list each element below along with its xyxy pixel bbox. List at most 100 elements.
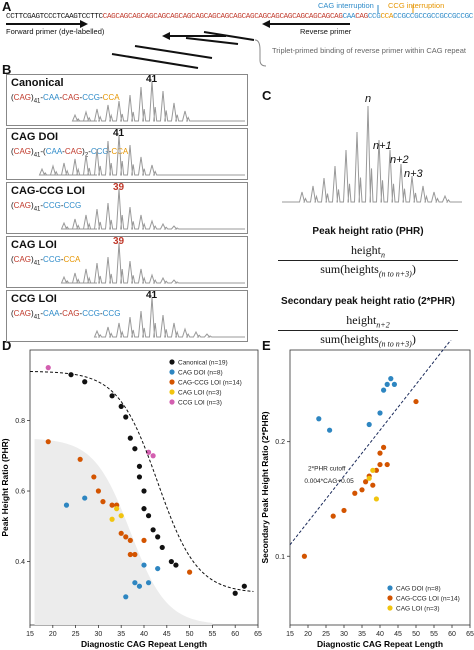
data-point bbox=[381, 444, 387, 450]
x-tick-label: 55 bbox=[430, 631, 438, 638]
data-point bbox=[241, 583, 247, 589]
peak-n1-label: n+1 bbox=[373, 140, 392, 152]
data-point bbox=[100, 499, 106, 505]
legend-marker bbox=[169, 389, 175, 395]
trace-line bbox=[71, 80, 245, 122]
formula-part: - bbox=[88, 147, 91, 156]
legend-marker bbox=[169, 369, 175, 375]
formula-part: - bbox=[40, 93, 44, 102]
peak-n2-label: n+2 bbox=[390, 154, 409, 166]
data-point bbox=[82, 495, 88, 501]
formula-part: CCG bbox=[43, 255, 61, 264]
trace-panel-3: CAG LOI (CAG)41-CCG-CCA 39 bbox=[6, 236, 248, 288]
seq-ccg-tail: CCGCCGCCGCCGCCGCCGC bbox=[393, 13, 474, 21]
peak-label: 39 bbox=[113, 182, 125, 193]
trace-svg bbox=[38, 134, 245, 176]
x-tick-label: 50 bbox=[186, 631, 194, 638]
trace-title: CCG LOI bbox=[11, 293, 57, 305]
x-tick-label: 55 bbox=[209, 631, 217, 638]
cutoff-label: 2*PHR cutoff bbox=[308, 465, 346, 472]
x-tick-label: 20 bbox=[304, 631, 312, 638]
panel-label-c: C bbox=[262, 88, 272, 103]
formula-part: - bbox=[59, 309, 63, 318]
phr2-denominator: sum(heights bbox=[320, 332, 379, 347]
trace-line bbox=[60, 188, 245, 230]
primer-diagram bbox=[6, 5, 414, 69]
data-point bbox=[141, 562, 147, 568]
formula-part: - bbox=[59, 93, 63, 102]
panel-label-d: D bbox=[2, 338, 12, 353]
formula-part: CAG bbox=[13, 201, 32, 210]
legend-marker bbox=[169, 379, 175, 385]
seq-caa: CAA bbox=[342, 13, 356, 21]
formula-part: 41 bbox=[33, 98, 41, 105]
cag-interruption-label: CAG interruption bbox=[318, 1, 374, 10]
forward-primer-arrow bbox=[80, 20, 88, 28]
data-point bbox=[159, 544, 165, 551]
chart-d: 15 20 25 30 35 40 45 50 55 60 65 0.4 0.6 0.8 Diagnosti… bbox=[0, 349, 262, 649]
data-point bbox=[168, 558, 174, 565]
chart-e: 15 20 25 30 35 40 45 50 55 60 65 0.1 0.2 Diagnostic C… bbox=[262, 340, 474, 649]
triplet-primer-5 bbox=[111, 53, 199, 69]
data-point bbox=[366, 421, 372, 428]
formula-part: - bbox=[79, 309, 83, 318]
formula-part: - bbox=[60, 201, 64, 210]
x-tick-label: 45 bbox=[163, 631, 171, 638]
phr-numerator-sub: n bbox=[381, 250, 385, 260]
formula-part: - bbox=[40, 201, 44, 210]
data-point bbox=[109, 516, 115, 522]
trace-panel-0: Canonical (CAG)41-CAA-CAG-CCG-CCA 41 bbox=[6, 74, 248, 126]
data-point bbox=[68, 372, 74, 378]
data-point bbox=[82, 379, 88, 385]
data-point bbox=[384, 381, 390, 387]
trace-title: CAG LOI bbox=[11, 239, 57, 251]
triplet-bracket bbox=[254, 39, 267, 67]
cutoff-line bbox=[289, 340, 452, 546]
data-point bbox=[413, 398, 419, 405]
sigmoid-fit-curve bbox=[29, 371, 254, 593]
triplet-primer-4 bbox=[134, 45, 213, 59]
x-tick-label: 65 bbox=[254, 631, 262, 638]
peak-n3-label: n+3 bbox=[404, 168, 423, 180]
triplet-primer-2 bbox=[185, 37, 239, 45]
data-point bbox=[136, 463, 143, 469]
formula-part: - bbox=[60, 255, 64, 264]
seq-ccg: CCG bbox=[367, 13, 381, 21]
trace-panel-2: CAG-CCG LOI (CAG)41-CCG-CCG 39 bbox=[6, 182, 248, 234]
x-tick-label: 15 bbox=[286, 631, 294, 638]
phr-formula: heightn sum(heights(n to n+3)) bbox=[268, 241, 468, 281]
phr2-box: Secondary peak height ratio (2*PHR) heig… bbox=[268, 292, 468, 358]
data-point bbox=[63, 502, 70, 508]
formula-part: 41 bbox=[33, 206, 41, 213]
data-point bbox=[359, 487, 365, 493]
formula-part: ( bbox=[11, 255, 14, 264]
formula-part: ) bbox=[31, 255, 34, 264]
phr2-numerator-sub: n+2 bbox=[376, 320, 390, 330]
data-point bbox=[145, 580, 152, 586]
formula-part: CAA bbox=[43, 309, 60, 318]
data-point bbox=[301, 553, 307, 559]
formula-part: CAG bbox=[13, 147, 32, 156]
phr-denominator-close: ) bbox=[411, 262, 416, 277]
trace-formula: (CAG)41-CCG-CCG bbox=[11, 201, 81, 213]
legend-marker bbox=[387, 585, 393, 591]
y-tick-label: 0.2 bbox=[275, 439, 285, 446]
data-point bbox=[114, 506, 120, 512]
trace-panel-1: CAG DOI (CAG)41-(CAA-CAG)2-CCG-CCA 41 bbox=[6, 128, 248, 180]
x-axis-label: Diagnostic CAG Repeat Length bbox=[317, 639, 443, 649]
formula-part: CCG bbox=[90, 147, 109, 156]
trace-formula: (CAG)41-CCG-CCA bbox=[11, 255, 80, 267]
formula-part: CAG bbox=[64, 147, 83, 156]
triplet-primer-1 bbox=[203, 31, 255, 41]
legend-marker bbox=[169, 359, 175, 365]
peak-label: 41 bbox=[113, 128, 125, 139]
phr2-denominator-sub: (n to n+3) bbox=[378, 339, 412, 349]
y-tick-label: 0.6 bbox=[15, 489, 25, 496]
data-point bbox=[373, 467, 379, 473]
panel-c-trace-line bbox=[282, 105, 462, 203]
legend-label: CAG LOI (n=3) bbox=[178, 390, 222, 397]
x-tick-label: 40 bbox=[376, 631, 384, 638]
x-tick-label: 20 bbox=[49, 631, 57, 638]
data-point bbox=[330, 513, 336, 519]
trace-formula: (CAG)41-CAA-CAG-CCG-CCA bbox=[11, 93, 120, 105]
